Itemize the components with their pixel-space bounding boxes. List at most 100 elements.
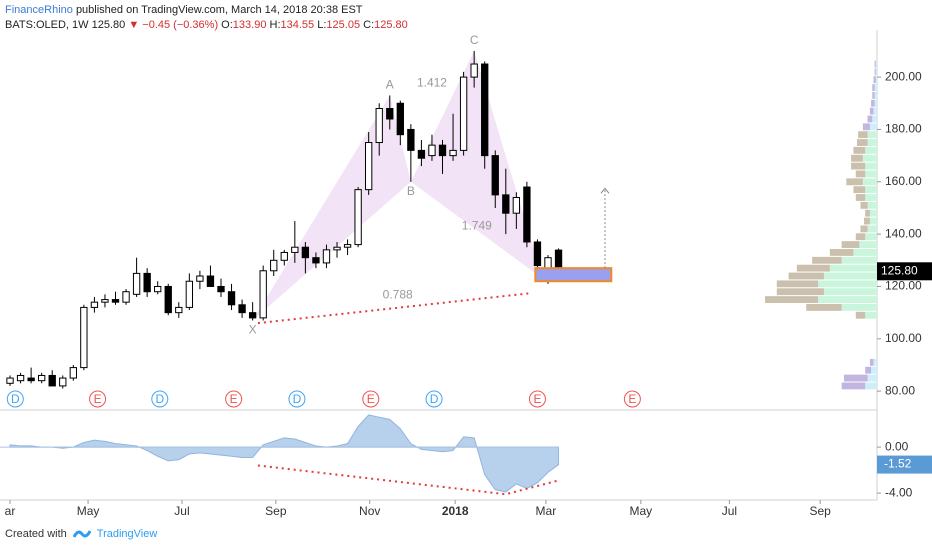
vp-sell [853, 146, 866, 154]
candle-body [48, 374, 56, 387]
trendline [257, 292, 533, 325]
x-tick-label: May [77, 504, 100, 518]
vp-sell [841, 382, 866, 390]
vp-buy [865, 170, 877, 178]
candle-body [6, 377, 14, 384]
vp-sell [869, 358, 874, 366]
vp-sell [874, 60, 876, 68]
vp-buy [869, 209, 877, 217]
vp-buy [865, 194, 877, 201]
y-tick-label: 0.00 [885, 439, 909, 453]
candle-body [301, 246, 310, 259]
candle-body [333, 246, 341, 251]
candle-body [206, 275, 215, 287]
vp-sell [843, 374, 868, 382]
x-tick-label: 2018 [442, 504, 469, 518]
y-tick-label: -4.00 [885, 485, 913, 499]
candle-body [132, 272, 141, 295]
vp-sell [862, 123, 870, 131]
candle-body [354, 189, 362, 246]
x-tick-label: Jul [722, 504, 737, 518]
vp-buy [865, 162, 877, 170]
candle-body [312, 257, 320, 264]
vp-sell [788, 272, 824, 280]
candle-body [238, 304, 246, 314]
vp-buy [874, 84, 877, 92]
candle-body [16, 374, 25, 382]
vp-buy [823, 272, 877, 280]
vp-sell [841, 241, 860, 249]
x-tick-label: Nov [359, 504, 380, 518]
ohlc-h-v: 134.55 [280, 19, 315, 31]
candle-body [459, 76, 468, 151]
candle-body [164, 285, 172, 314]
vp-sell [812, 256, 842, 264]
candle-body [259, 270, 267, 319]
x-tick-label: Mar [536, 504, 557, 518]
vp-buy [841, 256, 877, 264]
x-tick-label: ar [5, 504, 16, 518]
pattern-label: A [386, 78, 394, 92]
pattern-label: B [407, 184, 415, 198]
y-tick-label: 200.00 [885, 69, 922, 83]
vp-sell [869, 107, 874, 115]
brand[interactable]: TradingView [96, 528, 158, 540]
event-label: D [293, 392, 302, 406]
candle-body [375, 108, 383, 144]
ohlc-o-v: 133.90 [232, 19, 267, 31]
last-value-label: -1.52 [884, 457, 912, 471]
candle-body [175, 306, 183, 314]
event-marker [288, 390, 306, 408]
event-marker [528, 390, 546, 408]
change: ▼ −0.45 (−0.36%) [128, 19, 219, 31]
pattern-ratio: 0.788 [383, 288, 413, 302]
pattern-ratio: 1.749 [462, 218, 492, 232]
candle-body [80, 306, 88, 369]
vp-buy [829, 264, 877, 272]
event-label: D [11, 392, 20, 406]
vp-sell [776, 288, 824, 296]
vp-buy [872, 115, 877, 123]
vp-sell [855, 311, 866, 319]
event-label: E [367, 392, 375, 406]
event-marker [362, 390, 380, 408]
y-tick-label: 100.00 [885, 331, 922, 345]
vp-buy [823, 288, 877, 296]
vp-sell [855, 233, 866, 241]
vp-sell [855, 170, 866, 178]
candle-body [122, 291, 130, 303]
candle-body [280, 251, 288, 261]
x-tick-label: Jul [174, 504, 189, 518]
ohlc-l-v: 125.05 [326, 19, 361, 31]
vp-buy [874, 92, 877, 99]
osc-area [9, 414, 560, 493]
vp-buy [875, 68, 877, 76]
vp-buy [869, 217, 877, 225]
vp-buy [867, 225, 877, 233]
vp-buy [875, 60, 877, 68]
vp-buy [867, 131, 877, 139]
vp-sell [873, 76, 876, 84]
candle-body [248, 312, 257, 319]
vp-buy [865, 382, 877, 390]
candle-body [523, 186, 531, 243]
vp-sell [872, 92, 875, 99]
event-label: E [533, 392, 541, 406]
vp-sell [853, 186, 866, 194]
published: published on TradingView.com, March 14, … [75, 4, 363, 16]
vp-sell [806, 303, 842, 311]
candle-body [270, 259, 278, 272]
last-price-label: 125.80 [881, 263, 918, 277]
candle-body [407, 128, 415, 151]
candle-body [396, 102, 404, 136]
vp-sell [776, 280, 819, 288]
header-line: FinanceRhino published on TradingView.co… [5, 3, 408, 18]
last-value-box [877, 455, 932, 474]
y-tick-label: 180.00 [885, 122, 922, 136]
created: Created with [5, 528, 67, 540]
pattern-label: X [249, 323, 257, 337]
author[interactable]: FinanceRhino [5, 4, 73, 16]
event-label: E [94, 392, 102, 406]
vp-buy [859, 241, 877, 249]
vp-buy [875, 76, 877, 84]
